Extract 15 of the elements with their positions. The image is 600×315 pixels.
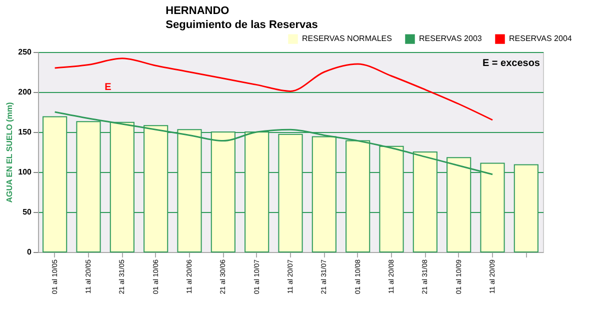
y-tick-label: 100	[18, 168, 32, 176]
y-tick-label: 150	[18, 128, 32, 136]
y-axis-title: AGUA EN EL SUELO (mm)	[5, 102, 14, 203]
legend-label: RESERVAS NORMALES	[302, 34, 392, 44]
y-tick-label: 200	[18, 88, 32, 96]
legend-label: RESERVAS 2004	[509, 34, 572, 44]
legend-label: RESERVAS 2003	[419, 34, 482, 44]
y-tick-label: 50	[22, 208, 32, 216]
line-series	[54, 58, 494, 121]
chart-title: HERNANDO	[166, 5, 230, 17]
annotation: E = excesos	[482, 58, 540, 69]
chart-subtitle: Seguimiento de las Reservas	[166, 19, 318, 31]
y-tick-label: 250	[18, 48, 32, 56]
y-tick-label: 0	[27, 248, 32, 256]
annotation: E	[104, 82, 112, 93]
